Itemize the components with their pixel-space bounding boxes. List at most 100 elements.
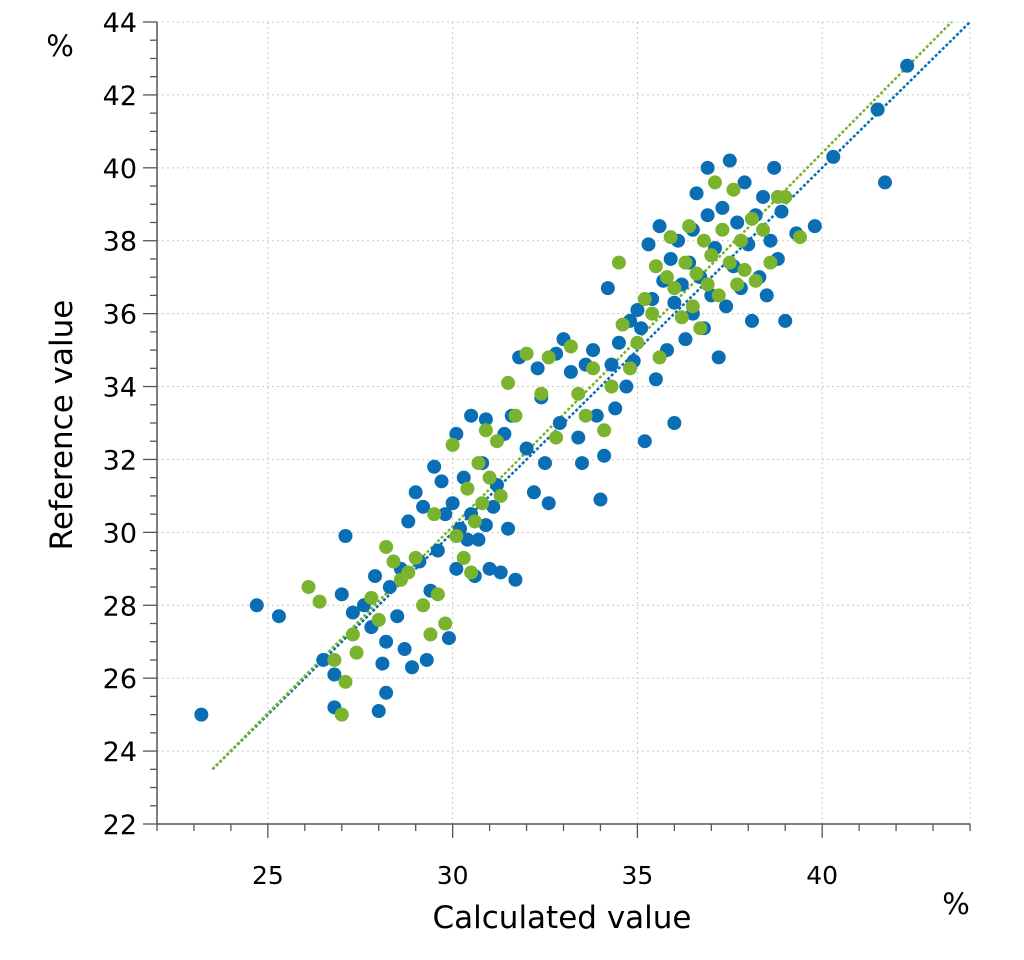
y-tick-label: 34: [103, 373, 137, 404]
point-series_a: [667, 416, 682, 430]
point-series_a: [478, 412, 493, 427]
point-series_a: [382, 580, 397, 595]
point-series_b: [416, 598, 431, 613]
point-series_b: [748, 273, 763, 288]
point-series_b: [301, 580, 316, 595]
point-series_b: [501, 375, 516, 390]
point-series_b: [430, 587, 445, 602]
point-series_a: [538, 456, 553, 471]
axes: [143, 21, 971, 838]
point-series_b: [711, 288, 726, 303]
point-series_b: [586, 361, 601, 376]
point-series_b: [438, 616, 453, 631]
point-series_b: [327, 652, 342, 667]
point-series_a: [759, 288, 774, 303]
point-series_a: [737, 175, 752, 190]
point-series_a: [711, 350, 726, 365]
point-series_a: [604, 357, 619, 372]
point-series_a: [456, 470, 471, 485]
point-series_b: [338, 674, 353, 689]
point-series_b: [726, 182, 741, 197]
point-series_b: [615, 317, 630, 332]
point-series_a: [449, 561, 464, 576]
point-series_a: [663, 251, 678, 266]
point-series_a: [334, 587, 349, 602]
point-series_a: [408, 485, 423, 500]
point-series_a: [700, 208, 715, 223]
point-series_b: [563, 339, 578, 354]
point-series_a: [471, 532, 486, 547]
point-series_a: [878, 175, 893, 190]
point-series_b: [578, 408, 593, 423]
x-tick-label: 40: [806, 861, 838, 890]
tick-labels: 22 24 26 28 30 32 34 36 38 40 42 44 25 30 35 40: [103, 8, 838, 890]
point-series_b: [371, 612, 386, 627]
point-series_a: [271, 609, 286, 624]
point-series_a: [807, 219, 822, 234]
point-series_a: [327, 667, 342, 682]
point-series_a: [619, 379, 634, 394]
point-series_b: [519, 346, 534, 361]
point-series_a: [719, 299, 734, 314]
point-series_a: [678, 332, 693, 347]
point-series_a: [756, 189, 771, 204]
point-series_a: [441, 631, 456, 646]
point-series_a: [597, 448, 612, 463]
point-series_b: [541, 350, 556, 365]
point-series_b: [715, 222, 730, 237]
point-series_b: [700, 277, 715, 292]
point-series_a: [434, 474, 449, 489]
point-series_b: [623, 361, 638, 376]
point-series_a: [486, 499, 501, 514]
point-series_a: [249, 598, 264, 613]
point-series_a: [730, 215, 745, 230]
point-series_a: [379, 634, 394, 649]
point-series_a: [744, 313, 759, 328]
y-axis-unit: %: [46, 29, 74, 63]
point-series_a: [689, 186, 704, 201]
point-series_b: [763, 255, 778, 270]
point-series_a: [404, 660, 419, 675]
point-series_a: [652, 219, 667, 234]
point-series_a: [641, 237, 656, 252]
point-series_a: [368, 569, 383, 584]
y-tick-label: 40: [103, 154, 137, 185]
point-series_a: [371, 703, 386, 718]
point-series_a: [401, 514, 416, 529]
y-tick-label: 38: [103, 227, 137, 258]
point-series_b: [508, 408, 523, 423]
point-series_b: [349, 645, 364, 660]
point-series_a: [338, 529, 353, 544]
point-series_a: [194, 707, 209, 722]
point-series_b: [423, 627, 438, 642]
point-series_b: [386, 554, 401, 569]
point-series_b: [793, 230, 808, 245]
point-series_a: [778, 313, 793, 328]
point-series_b: [645, 306, 660, 321]
point-series_a: [390, 609, 405, 624]
point-series_b: [693, 321, 708, 336]
y-axis-title: Reference value: [44, 300, 80, 551]
y-tick-label: 26: [103, 664, 137, 695]
point-series_a: [634, 321, 649, 336]
point-series_a: [648, 372, 663, 387]
point-series_a: [427, 459, 442, 474]
point-series_a: [430, 543, 445, 558]
point-series_b: [482, 470, 497, 485]
point-series_b: [467, 514, 482, 529]
point-series_b: [674, 310, 689, 325]
point-series_a: [460, 532, 475, 547]
point-series_b: [652, 350, 667, 365]
point-series_a: [397, 642, 412, 657]
point-series_a: [501, 521, 516, 536]
point-series_a: [763, 233, 778, 248]
point-series_a: [552, 416, 567, 430]
x-tick-label: 30: [437, 861, 469, 890]
point-series_b: [648, 259, 663, 274]
point-series_a: [667, 295, 682, 310]
point-series_a: [715, 200, 730, 215]
point-series_b: [737, 262, 752, 277]
point-series_a: [563, 364, 578, 379]
point-series_b: [722, 255, 737, 270]
